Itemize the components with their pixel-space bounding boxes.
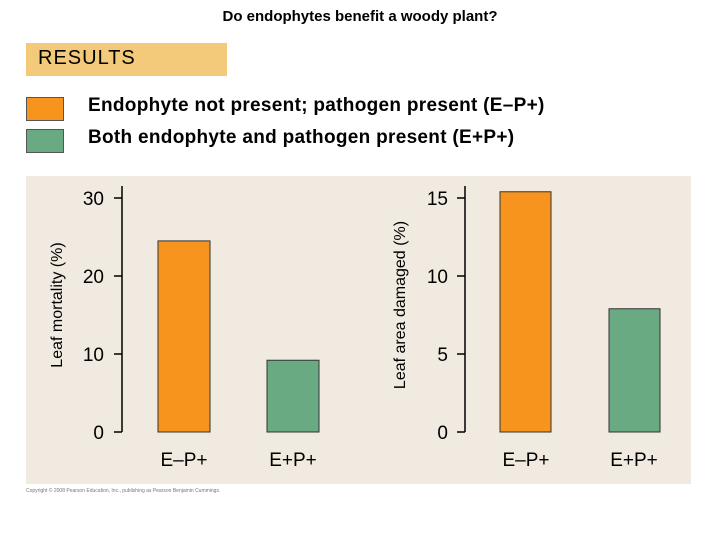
y-tick-label: 10 bbox=[83, 345, 104, 366]
legend-swatch-green bbox=[26, 129, 64, 153]
y-tick-label: 10 bbox=[427, 267, 448, 288]
bar-e-plus-p-plus bbox=[266, 359, 320, 433]
x-category-label: E+P+ bbox=[610, 450, 658, 471]
bar-e-minus-p-plus bbox=[157, 240, 211, 433]
page-title: Do endophytes benefit a woody plant? bbox=[222, 8, 498, 25]
y-axis-title: Leaf area damaged (%) bbox=[392, 221, 409, 389]
y-tick-label: 0 bbox=[437, 423, 448, 444]
legend-label: Both endophyte and pathogen present (E+P… bbox=[88, 127, 515, 148]
results-banner: RESULTS bbox=[26, 43, 227, 76]
y-axis-title: Leaf mortality (%) bbox=[49, 242, 66, 367]
bar-e-minus-p-plus bbox=[499, 191, 552, 433]
y-tick-label: 15 bbox=[427, 189, 448, 210]
legend-item-e-plus-p-plus: Both endophyte and pathogen present (E+P… bbox=[26, 127, 646, 157]
x-category-label: E–P+ bbox=[502, 450, 549, 471]
legend-label: Endophyte not present; pathogen present … bbox=[88, 95, 545, 116]
y-tick-label: 20 bbox=[83, 267, 104, 288]
x-category-label: E–P+ bbox=[160, 450, 207, 471]
legend-item-e-minus-p-plus: Endophyte not present; pathogen present … bbox=[26, 95, 646, 125]
charts: 0 10 20 30 Leaf mortality (%) E–P+ E+P+ 0 5 10 15 L… bbox=[26, 176, 691, 484]
y-tick-label: 0 bbox=[93, 423, 104, 444]
copyright-text: Copyright © 2008 Pearson Education, Inc.… bbox=[26, 488, 221, 494]
y-tick-label: 5 bbox=[437, 345, 448, 366]
y-tick-label: 30 bbox=[83, 189, 104, 210]
legend-swatch-orange bbox=[26, 97, 64, 121]
bar-e-plus-p-plus bbox=[608, 308, 661, 433]
x-category-label: E+P+ bbox=[269, 450, 317, 471]
